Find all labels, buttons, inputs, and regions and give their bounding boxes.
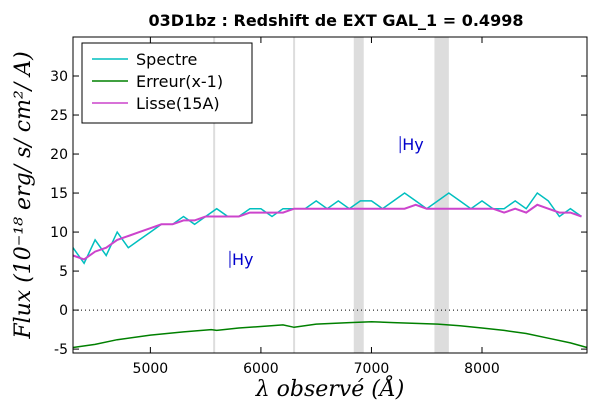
series-erreur-x-1 <box>72 321 588 349</box>
annotations: Hy Hy <box>229 135 424 269</box>
y-axis-label: Flux (10⁻¹⁸ erg/ s/ cm²/ A) <box>11 51 36 339</box>
x-tick-label: 5000 <box>133 361 169 377</box>
x-tick-label: 7000 <box>354 361 390 377</box>
y-tick-label: 0 <box>59 303 68 319</box>
masked-band-0 <box>353 37 364 353</box>
legend-label: Erreur(x-1) <box>136 72 223 91</box>
x-tick-label: 6000 <box>243 361 279 377</box>
x-tick-label: 8000 <box>464 361 500 377</box>
x-axis-label: λ observé (Å) <box>255 374 405 400</box>
chart-title: 03D1bz : Redshift de EXT GAL_1 = 0.4998 <box>149 11 524 30</box>
annotation-label: Hy <box>402 135 424 154</box>
legend-label: Lisse(15A) <box>136 94 220 113</box>
plot-frame <box>72 36 588 354</box>
annotation-label: Hy <box>232 250 254 269</box>
plot-series <box>72 191 588 349</box>
legend-label: Spectre <box>136 50 197 69</box>
y-tick-label: -5 <box>54 342 68 358</box>
y-tick-label: 10 <box>50 225 68 241</box>
y-tick-label: 5 <box>59 264 68 280</box>
y-tick-label: 20 <box>50 147 68 163</box>
legend: Spectre Erreur(x-1) Lisse(15A) <box>81 42 253 124</box>
masked-band-1 <box>434 37 449 353</box>
axis-ticks: 5000 6000 7000 8000 -5 0 5 10 15 20 25 30 <box>50 37 587 377</box>
series-lisse-15a <box>72 203 582 261</box>
y-tick-label: 30 <box>50 69 68 85</box>
y-tick-label: 25 <box>50 108 68 124</box>
y-tick-label: 15 <box>50 186 68 202</box>
legend-box <box>81 42 253 124</box>
